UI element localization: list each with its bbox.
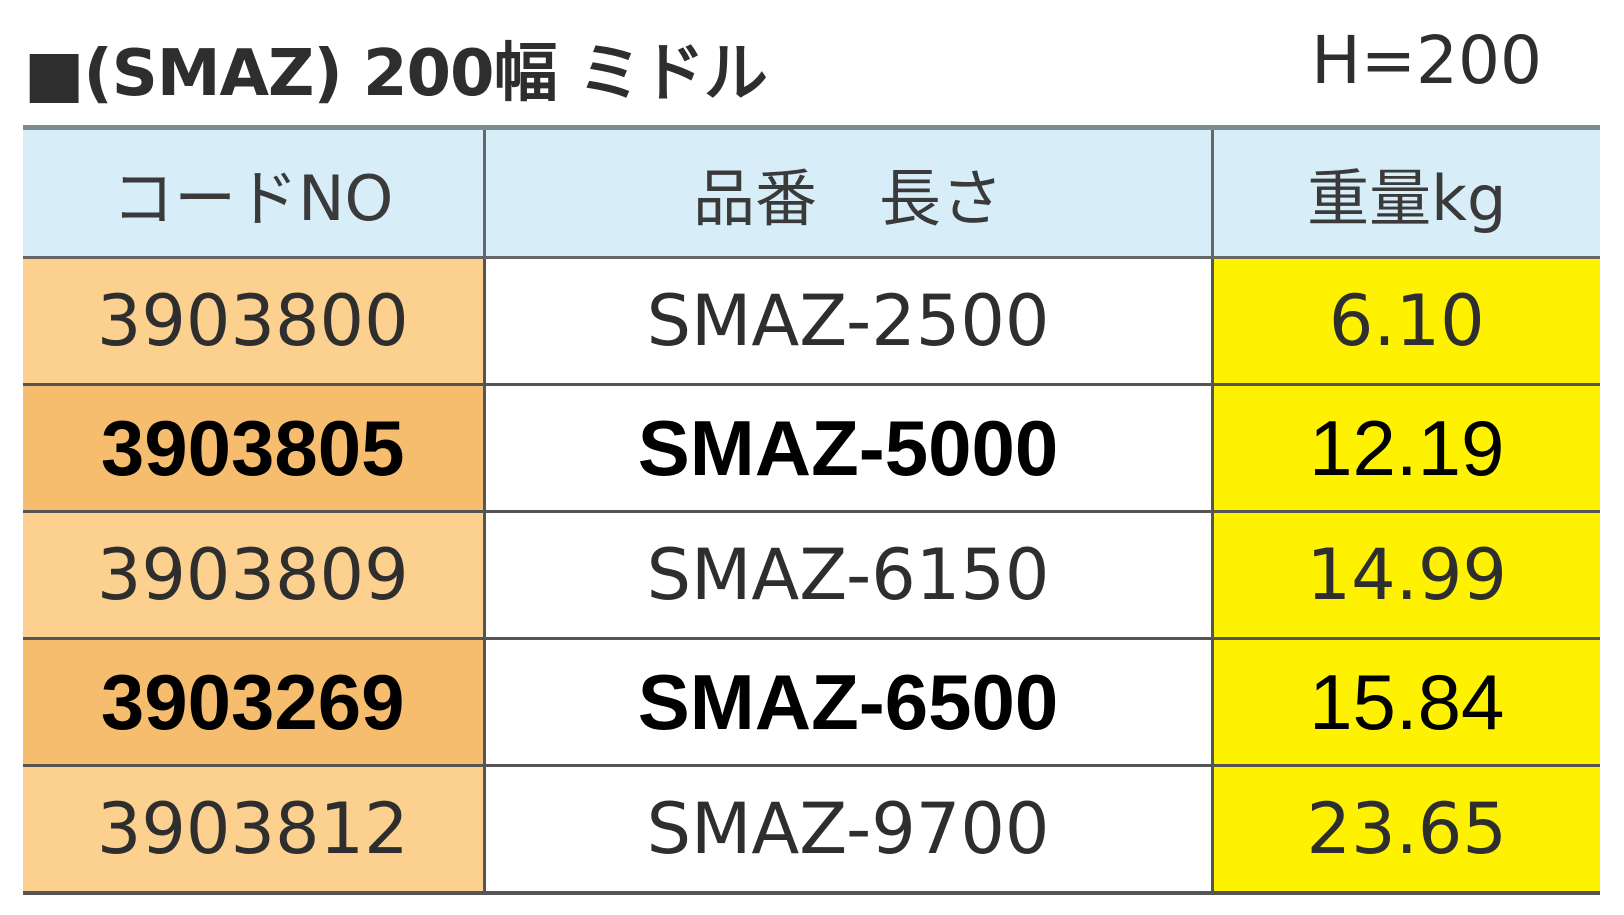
table-cell: 12.19 (1212, 384, 1600, 513)
table-body: 3903800 SMAZ-2500 6.10 3903805 SMAZ-5000 12.1… (23, 257, 1600, 895)
table-cell: 15.84 (1212, 638, 1600, 767)
table-row: 3903812 SMAZ-9700 23.65 (23, 765, 1600, 895)
height-label: H=200 (1311, 22, 1542, 99)
table-cell: 23.65 (1212, 765, 1600, 895)
table-row: 3903800 SMAZ-2500 6.10 (23, 257, 1600, 386)
column-header: 品番 長さ (484, 127, 1214, 259)
title: ■(SMAZ) 200幅 ミドル (24, 37, 768, 111)
column-header: 重量kg (1212, 127, 1600, 259)
table-cell: SMAZ-6150 (484, 511, 1214, 640)
table-cell: 3903805 (23, 384, 486, 513)
table-cell: 3903809 (23, 511, 486, 640)
table-row: 3903805 SMAZ-5000 12.19 (23, 384, 1600, 513)
table-row: 3903269 SMAZ-6500 15.84 (23, 638, 1600, 767)
header-row: コードNO 品番 長さ 重量kg (23, 127, 1600, 259)
column-header: コードNO (23, 127, 486, 259)
spec-table: コードNO 品番 長さ 重量kg 3903800 SMAZ-2500 6.10 39038… (23, 125, 1600, 895)
table-row: 3903809 SMAZ-6150 14.99 (23, 511, 1600, 640)
table-cell: SMAZ-6500 (484, 638, 1214, 767)
table-cell: 3903800 (23, 257, 486, 386)
table-cell: 3903269 (23, 638, 486, 767)
table-cell: 6.10 (1212, 257, 1600, 386)
table-cell: 14.99 (1212, 511, 1600, 640)
table-cell: SMAZ-9700 (484, 765, 1214, 895)
table-cell: SMAZ-2500 (484, 257, 1214, 386)
table-cell: SMAZ-5000 (484, 384, 1214, 513)
table-cell: 3903812 (23, 765, 486, 895)
